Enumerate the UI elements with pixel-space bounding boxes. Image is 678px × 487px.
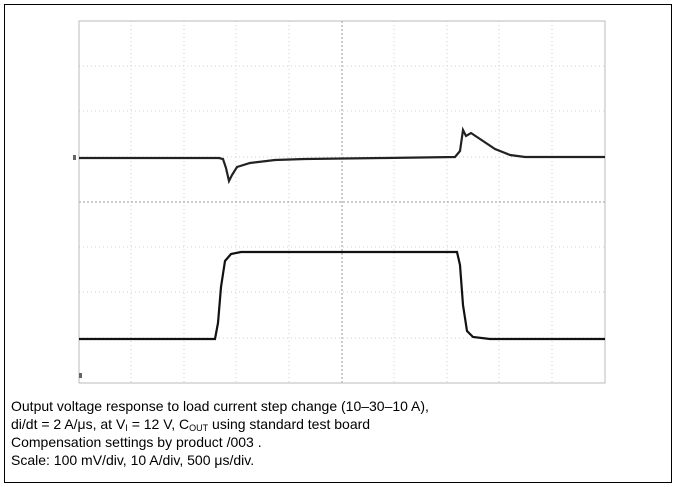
caption: Output voltage response to load current … bbox=[11, 397, 429, 469]
center-lines bbox=[79, 21, 605, 383]
caption-line: Compensation settings by product /003 . bbox=[11, 434, 262, 450]
caption-line: Output voltage response to load current … bbox=[11, 398, 429, 414]
caption-text: using standard test board bbox=[208, 416, 371, 432]
current-trace bbox=[79, 250, 605, 341]
caption-text: = 12 V, C bbox=[127, 416, 190, 432]
screen-border bbox=[78, 20, 606, 384]
caption-line: di/dt = 2 A/μs, at VI = 12 V, COUT using… bbox=[11, 415, 429, 433]
figure-frame bbox=[4, 4, 672, 483]
channel-2-marker bbox=[79, 373, 82, 378]
oscilloscope-capture bbox=[73, 20, 606, 384]
channel-1-marker bbox=[73, 155, 76, 160]
caption-text: di/dt = 2 A/μs, at V bbox=[11, 416, 126, 432]
subscript: OUT bbox=[189, 423, 209, 433]
caption-line: Scale: 100 mV/div, 10 A/div, 500 μs/div. bbox=[11, 452, 255, 468]
subscript: I bbox=[125, 423, 128, 433]
voltage-trace bbox=[79, 126, 605, 185]
